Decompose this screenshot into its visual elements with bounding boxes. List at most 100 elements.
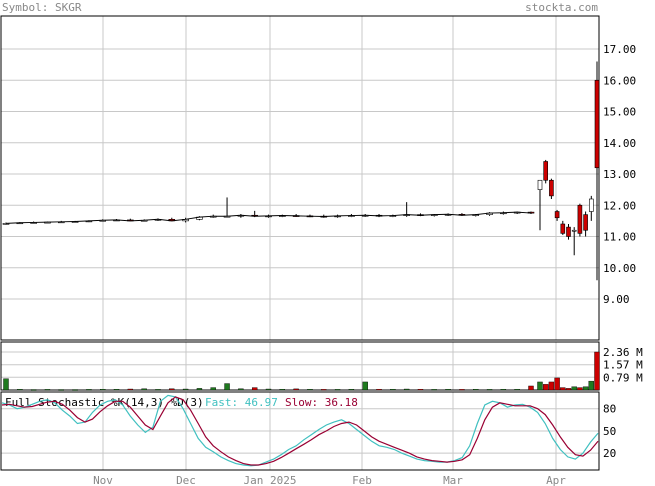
volume-bar — [514, 388, 520, 391]
volume-bar — [86, 389, 92, 391]
candle-body — [577, 204, 583, 234]
price-tick-label: 13.00 — [603, 168, 636, 181]
price-axis: 17.00 16.00 15.00 14.00 13.00 12.00 11.00 10.00… — [603, 43, 636, 306]
slow-value-label: Slow: 36.18 — [285, 396, 358, 409]
volume-bar — [565, 388, 572, 391]
volume-bar — [238, 388, 244, 391]
x-axis-label: Dec — [176, 474, 196, 486]
volume-bar — [293, 388, 299, 391]
volume-tick-label: 0.79 M — [603, 371, 643, 384]
candle-body — [554, 211, 560, 219]
volume-bar — [554, 377, 560, 391]
volume-bar — [58, 389, 64, 391]
stochastic-tick-label: 80 — [603, 403, 616, 416]
volume-bar — [100, 388, 106, 391]
volume-bar — [182, 388, 189, 391]
volume-bar — [500, 388, 507, 391]
volume-bar — [307, 388, 313, 391]
volume-bar — [417, 388, 424, 391]
volume-bar — [445, 388, 451, 391]
volume-bar — [543, 384, 549, 391]
volume-bar — [459, 389, 465, 391]
price-tick-label: 11.00 — [603, 231, 636, 244]
price-tick-label: 14.00 — [603, 137, 636, 150]
stochastic-tick-label: 50 — [603, 425, 616, 438]
volume-bar — [582, 386, 589, 391]
volume-bar — [362, 381, 368, 391]
x-axis-label: Apr — [546, 474, 566, 486]
price-tick-label: 17.00 — [603, 43, 636, 56]
volume-bar — [196, 388, 203, 391]
volume-bar — [3, 378, 9, 391]
candle-body — [594, 79, 600, 169]
volume-bar — [72, 389, 78, 391]
slow-stochastic-line — [1, 396, 599, 466]
volume-bar — [210, 387, 216, 391]
fast-stochastic-line — [1, 394, 599, 467]
stochastic-grid — [1, 392, 599, 470]
volume-bar — [528, 385, 534, 391]
volume-tick-label: 1.57 M — [603, 359, 643, 372]
x-axis-label: Jan 2025 — [244, 474, 297, 486]
price-grid — [1, 16, 599, 340]
volume-bar — [155, 389, 161, 391]
x-axis-labels: Nov Dec Jan 2025 Feb Mar Apr — [93, 474, 566, 486]
volume-bar — [486, 389, 493, 391]
brand-label[interactable]: stockta.com — [525, 1, 598, 14]
candlestick-series — [2, 61, 600, 281]
volume-panel-frame — [0, 341, 600, 391]
price-tick-label: 16.00 — [603, 74, 636, 87]
volume-tick-label: 2.36 M — [603, 346, 643, 359]
volume-bar — [334, 389, 341, 391]
stochastic-axis: 80 50 20 — [603, 403, 616, 460]
volume-bar — [251, 387, 258, 391]
volume-bar — [224, 383, 230, 391]
volume-bar — [588, 380, 594, 391]
volume-bar — [44, 389, 51, 391]
volume-bar — [141, 388, 147, 391]
volume-bar — [113, 388, 120, 391]
candle-body — [560, 223, 566, 234]
price-tick-label: 15.00 — [603, 106, 636, 119]
volume-bar — [571, 386, 577, 391]
volume-bars — [3, 351, 600, 391]
volume-grid — [1, 342, 599, 390]
volume-bar — [548, 381, 555, 391]
candle-body — [543, 161, 549, 181]
volume-bar — [431, 389, 437, 391]
volume-bar — [390, 388, 396, 391]
volume-bar — [594, 351, 600, 391]
price-tick-label: 10.00 — [603, 262, 636, 275]
volume-bar — [169, 388, 175, 391]
candle-body — [571, 229, 577, 232]
volume-bar — [577, 387, 583, 391]
volume-bar — [127, 388, 134, 391]
candle-body — [549, 179, 554, 197]
volume-axis: 2.36 M1.57 M0.79 M — [603, 346, 643, 384]
volume-bar — [560, 387, 566, 391]
symbol-label: Symbol: SKGR — [2, 1, 82, 14]
volume-bar — [403, 388, 410, 391]
price-trend-line — [5, 211, 532, 224]
volume-bar — [537, 381, 543, 391]
volume-bar — [473, 388, 479, 391]
stochastic-panel-frame — [0, 391, 600, 471]
price-panel-frame — [0, 15, 600, 341]
price-tick-label: 12.00 — [603, 199, 636, 212]
stochastic-tick-label: 20 — [603, 447, 616, 460]
volume-bar — [265, 388, 272, 391]
volume-bar — [376, 388, 382, 391]
stochastic-lines — [1, 394, 599, 467]
candle-body — [583, 214, 588, 231]
volume-bar — [30, 389, 37, 391]
fast-value-label: Fast: 46.97 — [205, 396, 278, 409]
x-axis-label: Mar — [443, 474, 463, 486]
candle-body — [566, 226, 571, 237]
x-axis-label: Nov — [93, 474, 113, 486]
volume-bar — [321, 389, 327, 391]
candle-body — [588, 198, 594, 212]
candle-body — [537, 179, 543, 190]
price-tick-label: 9.00 — [603, 293, 630, 306]
volume-bar — [279, 388, 286, 391]
